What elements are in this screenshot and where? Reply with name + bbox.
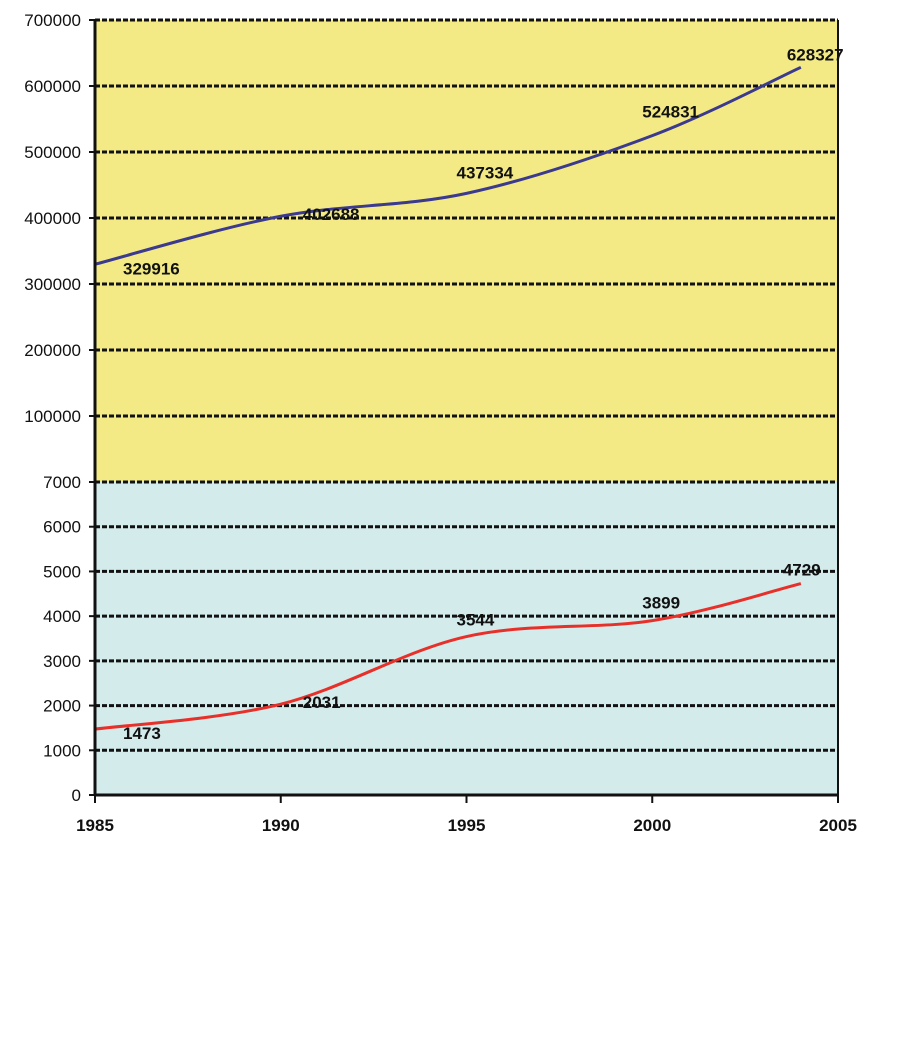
data-label: 3899 [642,594,680,613]
data-label: 3544 [457,611,495,630]
y-tick-label: 2000 [43,697,81,716]
y-tick-label: 0 [72,786,81,805]
data-label: 1473 [123,724,161,743]
y-tick-label: 700000 [24,11,81,30]
chart-panel-top: 700000 600000 500000 400000 300000 200000 1000… [24,11,844,482]
y-tick-label: 5000 [43,562,81,581]
y-tick-label: 300000 [24,275,81,294]
series-line [94,65,802,266]
y-tick-label: 600000 [24,77,81,96]
y-tick-label: 500000 [24,143,81,162]
x-tick-label: 1995 [448,816,486,835]
y-tick-label: 100000 [24,407,81,426]
plot-background [95,20,838,482]
x-tick-label: 2005 [819,816,857,835]
data-label: 628327 [787,45,844,64]
y-tick-label: 6000 [43,518,81,537]
data-label: 329916 [123,259,180,278]
data-label: 437334 [457,163,514,182]
data-label: 4729 [783,561,821,580]
y-tick-label: 3000 [43,652,81,671]
chart-panel-bottom: 7000 6000 5000 4000 3000 2000 1000 0 1473 2031 354… [43,473,839,805]
chart-panels: 700000 600000 500000 400000 300000 200000 1000… [24,11,843,805]
y-tick-label: 1000 [43,741,81,760]
x-axis: 1985 1990 1995 2000 2005 [76,793,857,835]
x-tick-label: 2000 [633,816,671,835]
y-tick-label: 400000 [24,209,81,228]
data-label: 524831 [642,103,699,122]
y-tick-label: 7000 [43,473,81,492]
series-line [94,582,802,731]
data-label: 2031 [303,693,341,712]
y-tick-label: 200000 [24,341,81,360]
plot-background [95,482,838,795]
x-tick-label: 1990 [262,816,300,835]
data-label: 402688 [303,205,360,224]
x-tick-label: 1985 [76,816,114,835]
y-tick-label: 4000 [43,607,81,626]
